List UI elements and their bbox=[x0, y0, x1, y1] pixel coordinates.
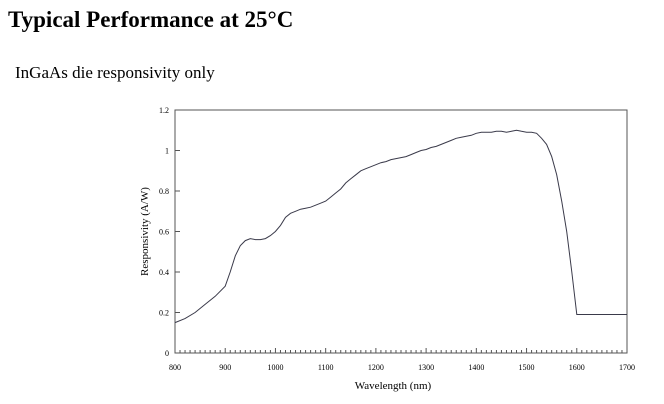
y-tick-label: 1 bbox=[165, 147, 169, 156]
y-tick-label: 0.6 bbox=[159, 228, 169, 237]
x-tick-label: 1400 bbox=[468, 363, 484, 372]
y-axis-tick-labels: 0 0.2 0.4 0.6 0.8 1 1.2 bbox=[159, 106, 169, 358]
responsivity-curve bbox=[174, 129, 627, 324]
x-tick-label: 800 bbox=[169, 363, 181, 372]
y-axis-ticks bbox=[175, 109, 180, 354]
x-tick-label: 1700 bbox=[619, 363, 635, 372]
y-tick-label: 0 bbox=[165, 349, 169, 358]
x-axis-ticks bbox=[174, 348, 628, 353]
y-tick-label: 0.4 bbox=[159, 268, 169, 277]
y-tick-label: 1.2 bbox=[159, 106, 169, 115]
plot-frame bbox=[174, 109, 628, 354]
x-axis-tick-labels: 800 900 1000 1100 1200 1300 1400 1500 1600 1700 bbox=[169, 363, 635, 372]
x-tick-label: 1600 bbox=[569, 363, 585, 372]
x-tick-label: 1500 bbox=[519, 363, 535, 372]
x-axis-title: Wavelength (nm) bbox=[355, 380, 432, 392]
chart-subtitle: InGaAs die responsivity only bbox=[15, 63, 215, 82]
page-title: Typical Performance at 25°C bbox=[8, 7, 294, 32]
x-tick-label: 1100 bbox=[318, 363, 334, 372]
x-tick-label: 1300 bbox=[418, 363, 434, 372]
y-tick-label: 0.2 bbox=[159, 309, 169, 318]
x-tick-label: 1200 bbox=[368, 363, 384, 372]
y-tick-label: 0.8 bbox=[159, 187, 169, 196]
y-axis-title: Responsivity (A/W) bbox=[139, 187, 151, 276]
x-tick-label: 1000 bbox=[267, 363, 283, 372]
x-tick-label: 900 bbox=[219, 363, 231, 372]
